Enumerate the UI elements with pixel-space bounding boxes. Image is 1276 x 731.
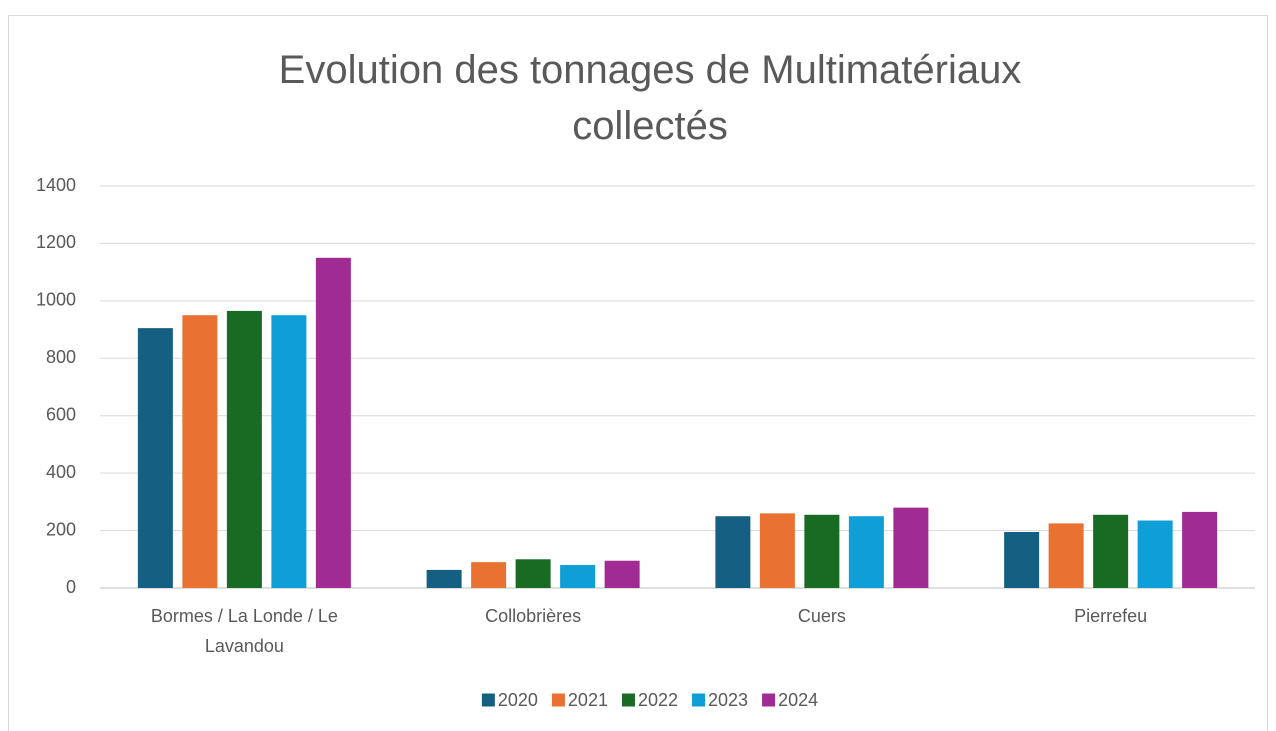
- legend-item: 2023: [692, 690, 748, 710]
- chart-title: Evolution des tonnages de Multimatériaux…: [279, 48, 1022, 148]
- bar: [271, 315, 307, 588]
- bar: [137, 328, 173, 588]
- bar: [182, 315, 218, 588]
- bar: [1093, 514, 1129, 588]
- y-tick-label: 400: [46, 462, 76, 482]
- y-tick-label: 200: [46, 519, 76, 539]
- y-tick-label: 800: [46, 347, 76, 367]
- x-tick-label: Pierrefeu: [1074, 606, 1147, 626]
- legend-swatch: [481, 693, 495, 707]
- y-tick-label: 600: [46, 404, 76, 424]
- legend-swatch: [551, 693, 565, 707]
- y-tick-label: 0: [66, 577, 76, 597]
- bar: [893, 507, 929, 588]
- bar: [226, 310, 262, 588]
- y-tick-label: 1000: [36, 290, 76, 310]
- legend-swatch: [762, 693, 776, 707]
- bar: [1182, 511, 1218, 588]
- bar: [315, 257, 351, 588]
- legend-label: 2020: [498, 690, 538, 710]
- x-tick-label: Collobrières: [485, 606, 581, 626]
- legend-label: 2024: [778, 690, 818, 710]
- bar: [471, 562, 507, 588]
- legend-label: 2023: [708, 690, 748, 710]
- y-tick-label: 1200: [36, 232, 76, 252]
- legend-item: 2022: [621, 690, 678, 710]
- y-tick-label: 1400: [36, 175, 76, 195]
- bar: [759, 513, 795, 588]
- bar: [1137, 520, 1173, 588]
- bar: [804, 514, 840, 588]
- legend-label: 2022: [638, 690, 678, 710]
- bar: [1048, 523, 1084, 588]
- bar: [715, 516, 751, 588]
- bar: [1004, 532, 1040, 588]
- x-tick-label: Bormes / La Londe / Le Lavandou: [151, 606, 338, 656]
- legend-item: 2024: [762, 690, 818, 710]
- legend-item: 2021: [551, 690, 608, 710]
- bar: [560, 565, 596, 588]
- chart-border: [8, 15, 1268, 731]
- bar: [515, 559, 551, 588]
- bar: [426, 569, 462, 588]
- bar: [848, 516, 884, 588]
- legend-swatch: [692, 693, 706, 707]
- legend-label: 2021: [568, 690, 608, 710]
- legend-swatch: [621, 693, 635, 707]
- bar: [604, 560, 640, 588]
- legend-item: 2020: [481, 690, 538, 710]
- x-tick-label: Cuers: [798, 606, 846, 626]
